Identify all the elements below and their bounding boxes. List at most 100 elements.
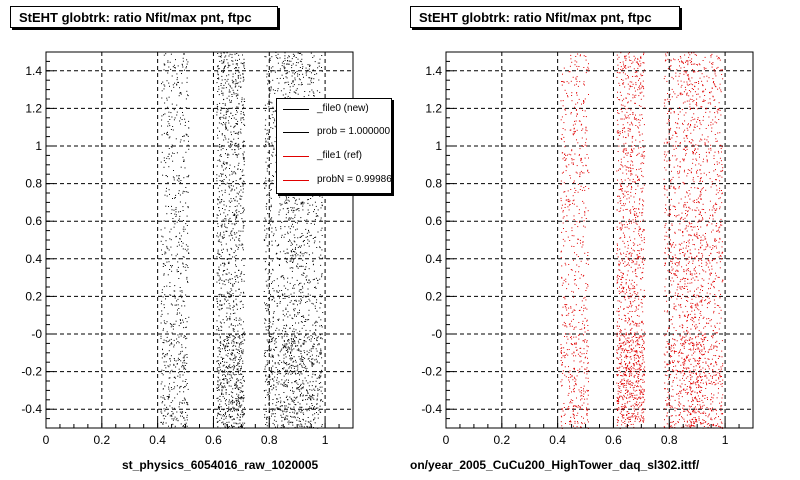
scatter-point [286,196,287,198]
scatter-point [267,304,269,306]
scatter-point [225,87,227,89]
scatter-point [627,161,629,163]
scatter-point [264,352,266,354]
scatter-point [231,200,233,202]
scatter-point [583,393,585,395]
scatter-point [228,185,230,187]
scatter-point [265,375,267,377]
scatter-point [217,53,219,54]
scatter-point [283,340,285,342]
scatter-point [184,118,186,120]
scatter-point [564,262,566,264]
scatter-point [265,329,267,331]
scatter-point [640,392,642,394]
scatter-point [162,81,164,83]
scatter-point [570,177,571,179]
scatter-point [187,371,189,373]
scatter-point [181,245,183,247]
scatter-point [585,299,587,301]
scatter-point [235,67,237,68]
scatter-point [242,343,244,345]
scatter-point [278,285,279,287]
scatter-point [571,159,573,161]
scatter-point [632,178,634,180]
scatter-point [297,263,299,265]
scatter-point [286,379,288,381]
scatter-point [288,218,290,220]
scatter-point [303,325,305,326]
scatter-point [268,349,270,351]
scatter-point [236,110,237,111]
scatter-point [225,226,227,228]
scatter-point [272,151,274,153]
scatter-point [629,155,631,157]
scatter-point [313,395,315,396]
scatter-point [618,72,620,74]
scatter-point [281,236,282,238]
scatter-point [231,223,233,225]
scatter-point [238,153,240,155]
scatter-point [315,386,317,388]
scatter-point [301,54,303,56]
scatter-point [166,99,168,101]
scatter-point [162,397,164,399]
scatter-point [574,380,576,382]
scatter-point [315,380,317,382]
scatter-point [587,252,589,253]
scatter-point [228,333,230,335]
scatter-point [572,405,574,407]
scatter-point [234,239,235,241]
scatter-point [322,312,324,313]
scatter-point [218,308,220,310]
scatter-point [240,77,242,79]
scatter-point [268,381,269,383]
scatter-point [583,327,585,329]
scatter-point [176,342,177,344]
scatter-point [219,144,221,145]
scatter-point [618,399,619,401]
scatter-point [219,342,221,344]
scatter-point [585,262,587,264]
scatter-point [565,195,567,197]
scatter-point [580,392,582,394]
scatter-point [279,408,281,410]
scatter-point [622,128,624,130]
scatter-point [163,342,165,344]
scatter-point [295,397,297,399]
scatter-point [271,370,273,372]
scatter-point [317,336,319,338]
scatter-point [620,161,622,163]
scatter-point [294,410,296,412]
scatter-point [238,349,240,351]
scatter-point [268,88,270,90]
scatter-point [241,243,243,245]
scatter-point [564,89,566,91]
scatter-point [629,421,631,422]
scatter-point [170,355,172,357]
scatter-point [180,322,182,324]
scatter-point [220,225,222,227]
scatter-point [226,319,228,321]
scatter-point [161,412,163,414]
scatter-point [575,78,577,80]
scatter-point [160,295,162,297]
scatter-point [176,300,178,302]
scatter-point [272,338,274,339]
scatter-point [242,141,244,143]
scatter-point [316,321,318,323]
scatter-point [173,179,175,181]
scatter-point [227,78,229,80]
scatter-point [163,220,165,222]
scatter-point [216,214,218,216]
scatter-point [263,355,265,357]
scatter-point [303,413,305,415]
scatter-point [228,116,230,118]
scatter-point [300,339,302,340]
scatter-point [289,412,291,413]
scatter-point [221,387,223,389]
scatter-point [279,301,281,302]
scatter-point [313,343,315,345]
scatter-point [238,183,240,185]
scatter-point [233,301,235,303]
scatter-point [242,397,244,399]
